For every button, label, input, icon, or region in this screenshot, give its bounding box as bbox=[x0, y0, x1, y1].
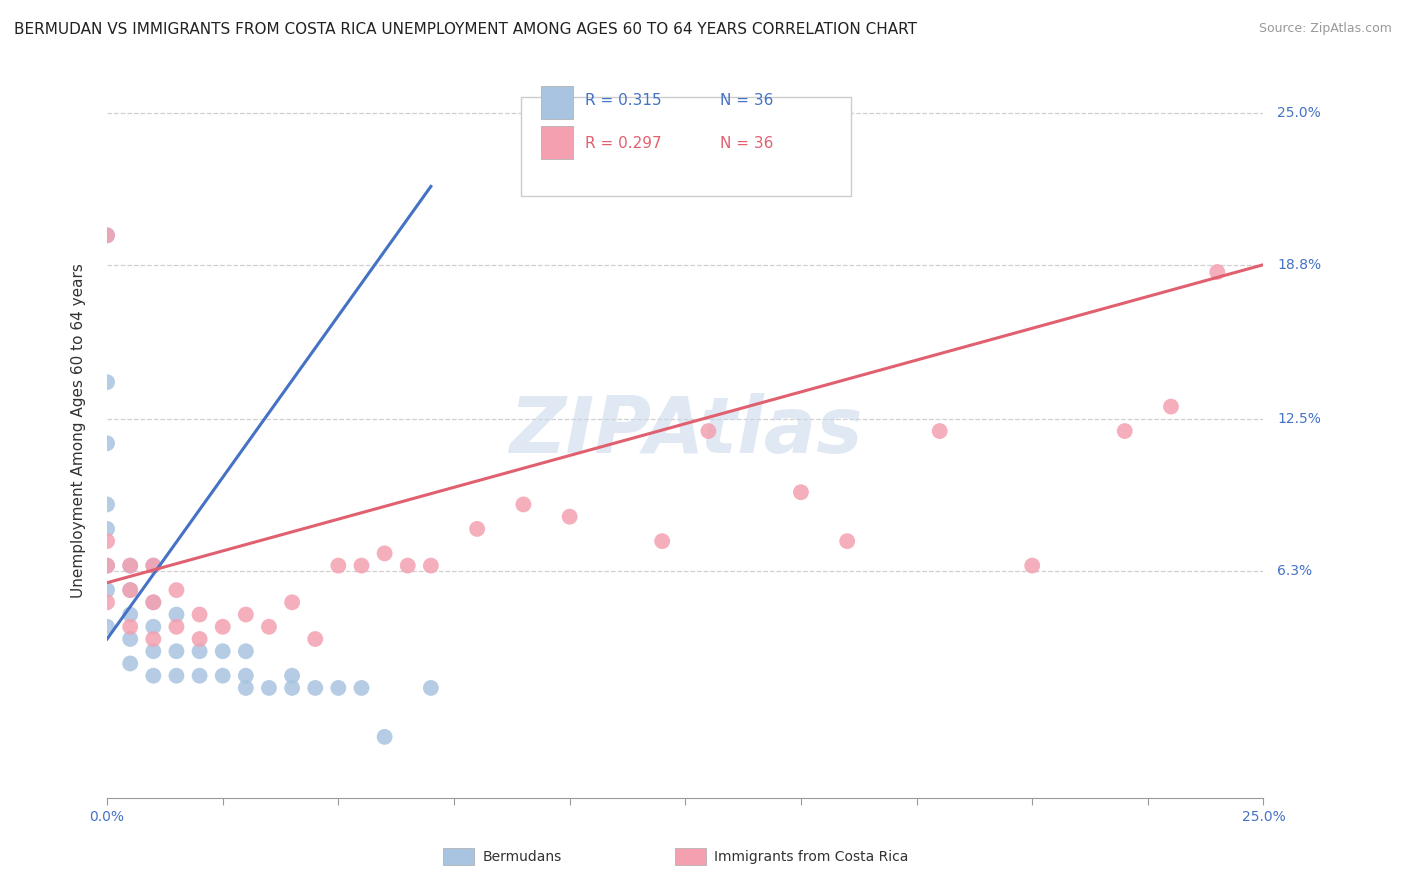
Y-axis label: Unemployment Among Ages 60 to 64 years: Unemployment Among Ages 60 to 64 years bbox=[72, 264, 86, 599]
Point bbox=[419, 558, 441, 573]
Point bbox=[1160, 400, 1182, 414]
Point bbox=[211, 644, 233, 658]
Point bbox=[96, 558, 118, 573]
Text: Bermudans: Bermudans bbox=[482, 850, 561, 864]
Point bbox=[374, 546, 396, 560]
Point bbox=[96, 620, 118, 634]
Point bbox=[120, 620, 142, 634]
Point bbox=[790, 485, 813, 500]
Text: BERMUDAN VS IMMIGRANTS FROM COSTA RICA UNEMPLOYMENT AMONG AGES 60 TO 64 YEARS CO: BERMUDAN VS IMMIGRANTS FROM COSTA RICA U… bbox=[14, 22, 917, 37]
Point bbox=[142, 644, 165, 658]
Point bbox=[96, 436, 118, 450]
Point bbox=[142, 632, 165, 646]
Point bbox=[188, 669, 211, 683]
Point bbox=[96, 522, 118, 536]
Text: Immigrants from Costa Rica: Immigrants from Costa Rica bbox=[714, 850, 908, 864]
Point bbox=[651, 534, 673, 549]
Point bbox=[304, 632, 326, 646]
Point bbox=[142, 669, 165, 683]
Point bbox=[142, 558, 165, 573]
Point bbox=[235, 644, 257, 658]
Point bbox=[281, 681, 304, 695]
Point bbox=[328, 558, 350, 573]
Point bbox=[396, 558, 419, 573]
Point bbox=[1114, 424, 1136, 438]
Point bbox=[120, 632, 142, 646]
FancyBboxPatch shape bbox=[522, 97, 851, 196]
Point bbox=[235, 607, 257, 622]
Point bbox=[142, 595, 165, 609]
Point bbox=[142, 595, 165, 609]
Point bbox=[120, 607, 142, 622]
Point bbox=[96, 498, 118, 512]
Text: 25.0%: 25.0% bbox=[1241, 810, 1285, 824]
FancyBboxPatch shape bbox=[541, 87, 574, 120]
Point bbox=[465, 522, 488, 536]
Point bbox=[96, 375, 118, 389]
Text: N = 36: N = 36 bbox=[720, 136, 773, 151]
Text: 12.5%: 12.5% bbox=[1278, 412, 1322, 425]
Point bbox=[96, 583, 118, 598]
Point bbox=[419, 681, 441, 695]
Point bbox=[558, 509, 581, 524]
Point bbox=[281, 669, 304, 683]
Point bbox=[257, 620, 280, 634]
Point bbox=[281, 595, 304, 609]
Text: 6.3%: 6.3% bbox=[1278, 564, 1313, 577]
Point bbox=[120, 583, 142, 598]
Point bbox=[697, 424, 720, 438]
Text: R = 0.315: R = 0.315 bbox=[585, 94, 661, 108]
Point bbox=[96, 558, 118, 573]
Text: Source: ZipAtlas.com: Source: ZipAtlas.com bbox=[1258, 22, 1392, 36]
Point bbox=[512, 498, 534, 512]
Text: R = 0.297: R = 0.297 bbox=[585, 136, 661, 151]
Point bbox=[188, 632, 211, 646]
Point bbox=[1021, 558, 1043, 573]
Point bbox=[188, 644, 211, 658]
Text: 18.8%: 18.8% bbox=[1278, 258, 1322, 272]
Point bbox=[166, 607, 188, 622]
Point bbox=[96, 595, 118, 609]
Point bbox=[211, 620, 233, 634]
Point bbox=[142, 558, 165, 573]
Point bbox=[235, 681, 257, 695]
Point bbox=[188, 607, 211, 622]
Point bbox=[96, 228, 118, 243]
Point bbox=[120, 657, 142, 671]
Text: N = 36: N = 36 bbox=[720, 94, 773, 108]
Point bbox=[120, 558, 142, 573]
Point bbox=[166, 583, 188, 598]
Text: ZIPAtlas: ZIPAtlas bbox=[509, 393, 862, 469]
Point bbox=[350, 558, 373, 573]
Point bbox=[235, 669, 257, 683]
Point bbox=[328, 681, 350, 695]
Point bbox=[257, 681, 280, 695]
Point bbox=[928, 424, 950, 438]
Point bbox=[166, 620, 188, 634]
Text: 25.0%: 25.0% bbox=[1278, 106, 1322, 120]
Text: 0.0%: 0.0% bbox=[90, 810, 125, 824]
Point bbox=[166, 669, 188, 683]
Point bbox=[304, 681, 326, 695]
FancyBboxPatch shape bbox=[541, 127, 574, 160]
Point bbox=[1206, 265, 1229, 279]
Point bbox=[837, 534, 859, 549]
Point bbox=[211, 669, 233, 683]
Point bbox=[120, 558, 142, 573]
Point bbox=[96, 228, 118, 243]
Point bbox=[166, 644, 188, 658]
Point bbox=[120, 583, 142, 598]
Point bbox=[96, 534, 118, 549]
Point bbox=[350, 681, 373, 695]
Point bbox=[142, 620, 165, 634]
Point bbox=[374, 730, 396, 744]
